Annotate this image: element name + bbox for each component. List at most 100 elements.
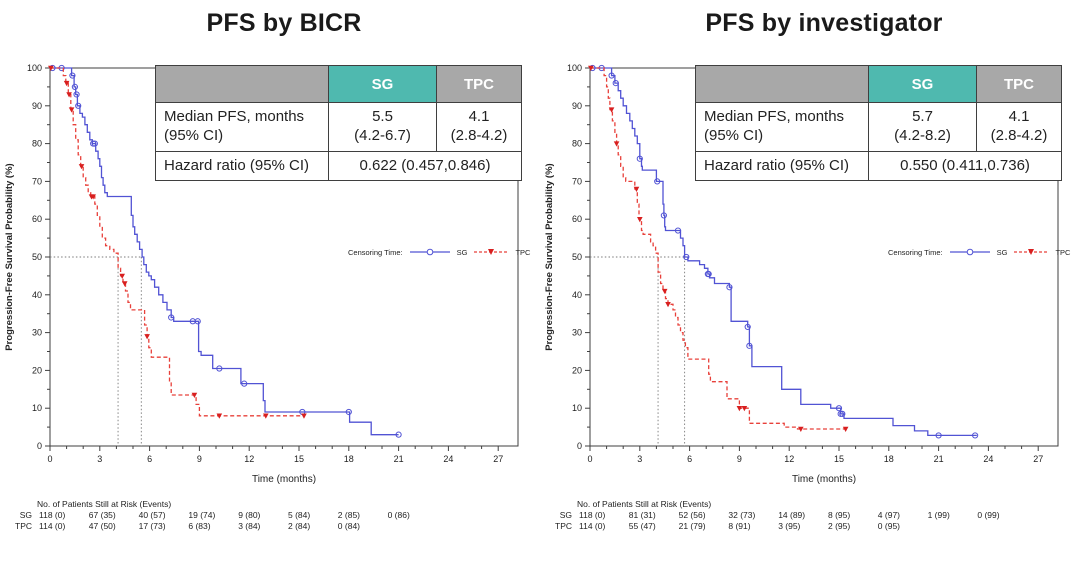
risk-table-bicr: No. of Patients Still at Risk (Events) S… <box>0 492 540 579</box>
svg-text:27: 27 <box>493 454 503 464</box>
risk-value: 8 (91) <box>728 521 751 531</box>
stats-tpc-header: TPC <box>436 65 522 103</box>
x-axis-label: Time (months) <box>252 474 316 485</box>
stats-sg-header: SG <box>328 65 437 103</box>
chart-title-bicr: PFS by BICR <box>206 9 362 37</box>
legend-title: Censoring Time: <box>888 247 943 257</box>
risk-value: 67 (35) <box>88 510 116 520</box>
stats-blank-header <box>155 65 329 103</box>
risk-value: 81 (31) <box>628 510 656 520</box>
median-pfs-label-line2: (95% CI) <box>704 126 764 144</box>
risk-value: 4 (97) <box>877 510 901 520</box>
risk-row-tpc: TPC 114 (0) 47 (50) 17 (73) 6 (83) 3 (84) 2 (8… <box>0 521 540 532</box>
svg-text:100: 100 <box>27 63 42 73</box>
stats-tpc-header: TPC <box>976 65 1062 103</box>
censor-marks-sg <box>589 64 979 439</box>
svg-text:18: 18 <box>884 454 894 464</box>
svg-text:60: 60 <box>32 214 42 224</box>
svg-text:20: 20 <box>32 365 42 375</box>
svg-text:10: 10 <box>572 403 582 413</box>
risk-row-sg: SG 118 (0) 81 (31) 52 (56) 32 (73) 14 (89) 8 (… <box>540 510 1080 521</box>
svg-text:24: 24 <box>983 454 993 464</box>
svg-text:21: 21 <box>394 454 404 464</box>
stats-blank-header <box>695 65 869 103</box>
risk-value: 0 (86) <box>387 510 410 520</box>
risk-value: 1 (99) <box>927 510 950 520</box>
tpc-median-ci: (2.8-4.2) <box>450 126 508 144</box>
svg-text:27: 27 <box>1033 454 1043 464</box>
legend-sg-label: SG <box>456 247 468 257</box>
risk-value: 118 (0) <box>39 510 66 520</box>
svg-text:3: 3 <box>637 454 642 464</box>
chart-area-investigator: 0 10 20 30 40 50 60 70 80 90 100 0 3 6 9 12 15 18 21 24 27 Pr… <box>540 47 1080 492</box>
svg-text:9: 9 <box>737 454 742 464</box>
risk-value: 0 (84) <box>337 521 361 531</box>
sg-median-ci: (4.2-8.2) <box>894 126 951 144</box>
risk-value: 17 (73) <box>138 521 166 531</box>
svg-text:0: 0 <box>587 454 592 464</box>
risk-value: 52 (56) <box>678 510 706 520</box>
risk-value: 3 (84) <box>238 521 261 531</box>
sg-line-sample-icon <box>409 248 450 256</box>
tpc-median-ci: (2.8-4.2) <box>990 126 1048 144</box>
risk-value: 8 (95) <box>828 510 851 520</box>
panel-pfs-bicr: PFS by BICR 0 10 20 30 40 50 60 70 80 90 100 0 3 6 9 12… <box>0 9 540 579</box>
km-curve-sg <box>590 67 977 437</box>
svg-text:70: 70 <box>32 176 42 186</box>
sg-median-value: 5.5 (4.2-6.7) <box>328 102 437 152</box>
svg-text:10: 10 <box>32 403 42 413</box>
svg-text:100: 100 <box>567 63 582 73</box>
median-pfs-label-line1: Median PFS, months <box>164 108 305 125</box>
svg-text:24: 24 <box>443 454 453 464</box>
risk-value: 19 (74) <box>188 510 216 520</box>
risk-row-label-sg: SG <box>19 510 32 520</box>
km-curve-sg <box>50 67 399 436</box>
risk-row-label-tpc: TPC <box>15 521 32 531</box>
sg-median-value: 5.7 (4.2-8.2) <box>868 102 977 152</box>
risk-value: 9 (80) <box>238 510 261 520</box>
risk-value: 14 (89) <box>778 510 806 520</box>
stats-table-investigator: SG TPC Median PFS, months (95% CI) 5.7 (4.… <box>695 65 1062 182</box>
risk-table-title: No. of Patients Still at Risk (Events) <box>577 499 712 509</box>
svg-text:21: 21 <box>934 454 944 464</box>
hazard-ratio-value: 0.550 (0.411,0.736) <box>868 150 1062 182</box>
svg-text:50: 50 <box>32 252 42 262</box>
sg-line-sample-icon <box>949 248 990 256</box>
risk-row-label-tpc: TPC <box>555 521 572 531</box>
svg-text:20: 20 <box>572 365 582 375</box>
risk-value: 47 (50) <box>88 521 116 531</box>
svg-text:50: 50 <box>572 252 582 262</box>
svg-text:0: 0 <box>47 454 52 464</box>
stats-sg-header: SG <box>868 65 977 103</box>
hazard-ratio-value: 0.622 (0.457,0.846) <box>328 150 522 182</box>
median-pfs-label: Median PFS, months (95% CI) <box>695 102 869 152</box>
risk-row-tpc: TPC 114 (0) 55 (47) 21 (79) 8 (91) 3 (95) 2 (9… <box>540 521 1080 532</box>
chart-title-investigator: PFS by investigator <box>705 9 943 37</box>
median-pfs-label-line2: (95% CI) <box>164 126 224 144</box>
svg-text:0: 0 <box>577 441 582 451</box>
sg-median-ci: (4.2-6.7) <box>354 126 411 144</box>
km-curve-tpc <box>50 67 304 417</box>
risk-value: 6 (83) <box>188 521 211 531</box>
svg-text:6: 6 <box>687 454 692 464</box>
legend-investigator: Censoring Time: SG TPC <box>888 247 1072 257</box>
svg-text:0: 0 <box>37 441 42 451</box>
svg-text:90: 90 <box>572 101 582 111</box>
median-pfs-label-line1: Median PFS, months <box>704 108 845 125</box>
svg-text:80: 80 <box>32 139 42 149</box>
y-axis-label: Progression-Free Survival Probability (%… <box>544 163 555 350</box>
svg-text:3: 3 <box>97 454 102 464</box>
risk-value: 118 (0) <box>579 510 606 520</box>
risk-value: 114 (0) <box>39 521 66 531</box>
svg-text:9: 9 <box>197 454 202 464</box>
legend-title: Censoring Time: <box>348 247 403 257</box>
km-plot-bicr: 0 10 20 30 40 50 60 70 80 90 100 0 3 6 9 12 15 18 21 24 27 Pr… <box>4 63 519 485</box>
svg-text:6: 6 <box>147 454 152 464</box>
tpc-line-sample-icon <box>474 249 509 255</box>
risk-value: 114 (0) <box>579 521 606 531</box>
risk-table-investigator: No. of Patients Still at Risk (Events) S… <box>540 492 1080 579</box>
censor-marks-tpc <box>48 65 307 419</box>
censor-marks-tpc <box>588 65 849 432</box>
svg-text:18: 18 <box>344 454 354 464</box>
